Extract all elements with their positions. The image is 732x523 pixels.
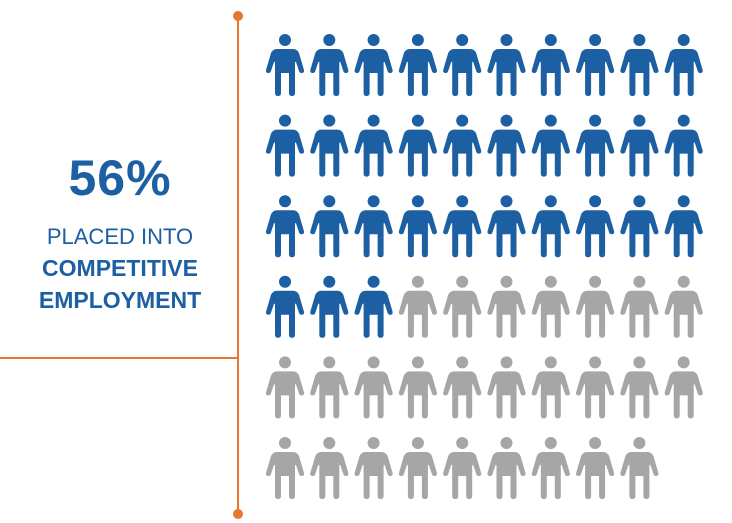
person-icon-highlighted bbox=[398, 114, 437, 177]
stat-label-competitive: COMPETITIVE bbox=[42, 255, 198, 281]
person-icon bbox=[487, 275, 526, 338]
person-icon bbox=[310, 356, 349, 419]
person-icon bbox=[398, 437, 437, 499]
person-icon-highlighted bbox=[487, 34, 526, 96]
person-icon-highlighted bbox=[487, 114, 526, 177]
person-icon-highlighted bbox=[265, 275, 305, 338]
person-icon bbox=[487, 437, 526, 499]
person-icon-highlighted bbox=[398, 195, 437, 258]
person-icon bbox=[620, 356, 659, 419]
person-icon bbox=[664, 275, 703, 338]
person-icon-highlighted bbox=[398, 34, 437, 96]
person-icon-highlighted bbox=[620, 114, 659, 177]
person-icon-highlighted bbox=[443, 114, 482, 177]
person-icon-highlighted bbox=[310, 114, 349, 177]
person-icon-highlighted bbox=[354, 34, 393, 96]
person-icon bbox=[620, 275, 659, 338]
person-icon-highlighted bbox=[443, 34, 482, 96]
person-icon bbox=[664, 356, 703, 419]
person-icon-highlighted bbox=[664, 114, 703, 177]
divider-dot-bottom bbox=[233, 509, 243, 519]
person-icon-highlighted bbox=[531, 114, 570, 177]
person-icon bbox=[354, 437, 393, 499]
person-icon-highlighted bbox=[620, 34, 659, 96]
person-icon-highlighted bbox=[664, 34, 703, 96]
person-icon-highlighted bbox=[354, 275, 393, 338]
person-icon-highlighted bbox=[310, 195, 349, 258]
person-icon bbox=[443, 275, 482, 338]
person-icon-highlighted bbox=[576, 195, 615, 258]
person-icon-highlighted bbox=[265, 195, 305, 258]
person-icon-highlighted bbox=[620, 195, 659, 258]
person-icon-highlighted bbox=[576, 34, 615, 96]
person-icon bbox=[576, 356, 615, 419]
person-icon bbox=[310, 437, 349, 499]
person-icon-highlighted bbox=[531, 195, 570, 258]
person-icon bbox=[398, 275, 437, 338]
person-icon bbox=[354, 356, 393, 419]
stat-label-employment: EMPLOYMENT bbox=[38, 287, 202, 313]
person-icon-highlighted bbox=[576, 114, 615, 177]
person-icon bbox=[531, 275, 570, 338]
divider-dot-top bbox=[233, 11, 243, 21]
person-icon-highlighted bbox=[531, 34, 570, 96]
person-icon-highlighted bbox=[265, 114, 305, 177]
person-icon bbox=[443, 437, 482, 499]
person-icon bbox=[576, 275, 615, 338]
person-icon bbox=[576, 437, 615, 499]
person-icon bbox=[531, 356, 570, 419]
person-icon-highlighted bbox=[487, 195, 526, 258]
person-icon bbox=[443, 356, 482, 419]
person-icon bbox=[265, 356, 305, 419]
person-icon bbox=[531, 437, 570, 499]
person-icon bbox=[398, 356, 437, 419]
person-icon-highlighted bbox=[664, 195, 703, 258]
person-icon-highlighted bbox=[310, 34, 349, 96]
person-icon bbox=[620, 437, 659, 499]
stat-percent: 56% bbox=[68, 150, 172, 206]
person-icon-highlighted bbox=[354, 114, 393, 177]
person-icon-highlighted bbox=[310, 275, 349, 338]
person-icon-highlighted bbox=[265, 34, 305, 96]
stat-block: 56% PLACED INTO COMPETITIVE EMPLOYMENT bbox=[0, 150, 240, 316]
person-icon-highlighted bbox=[354, 195, 393, 258]
person-icon-highlighted bbox=[443, 195, 482, 258]
stat-label-placed-into: PLACED INTO bbox=[46, 224, 194, 249]
person-icon bbox=[487, 356, 526, 419]
person-icon bbox=[265, 437, 305, 499]
